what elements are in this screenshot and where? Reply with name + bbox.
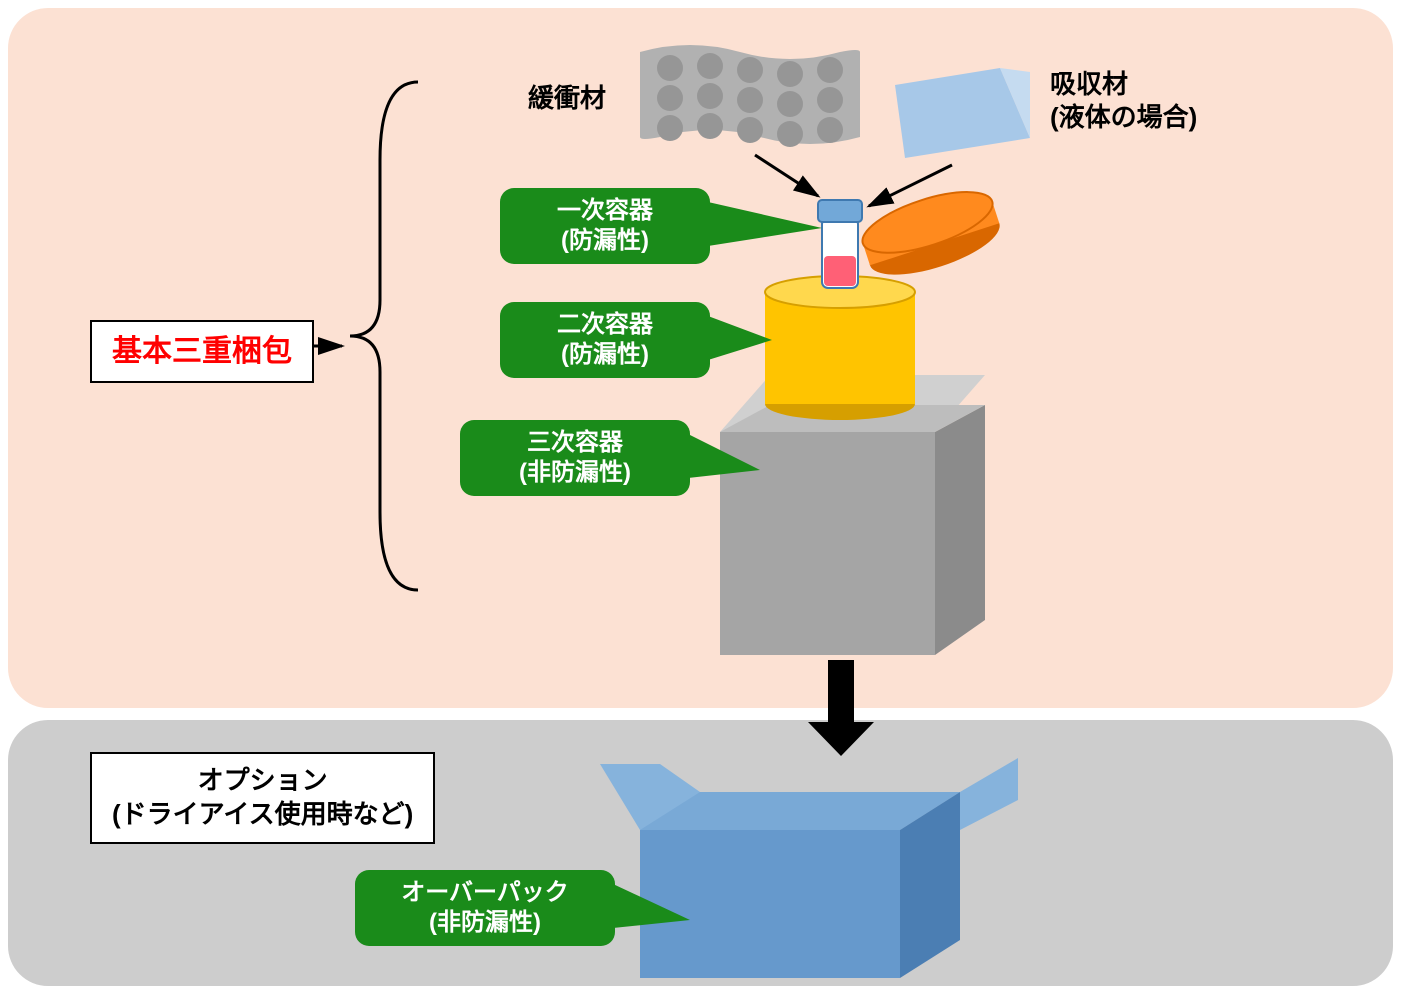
overpack-box-icon: [600, 758, 1018, 978]
secondary-container-icon: [765, 276, 915, 420]
secondary-lid-icon: [856, 180, 1007, 288]
bubble-wrap-icon: [640, 45, 860, 147]
arrow-cushion-to-vial: [755, 155, 818, 196]
brace-icon: [350, 82, 418, 590]
diagram-canvas: 基本三重梱包 オプション (ドライアイス使用時など) 緩衝材 吸収材 (液体の場…: [0, 0, 1401, 994]
shapes-layer: [0, 0, 1401, 994]
absorbent-sheet-icon: [895, 68, 1030, 158]
arrow-down-to-overpack: [808, 660, 874, 756]
primary-container-vial-icon: [818, 200, 862, 288]
